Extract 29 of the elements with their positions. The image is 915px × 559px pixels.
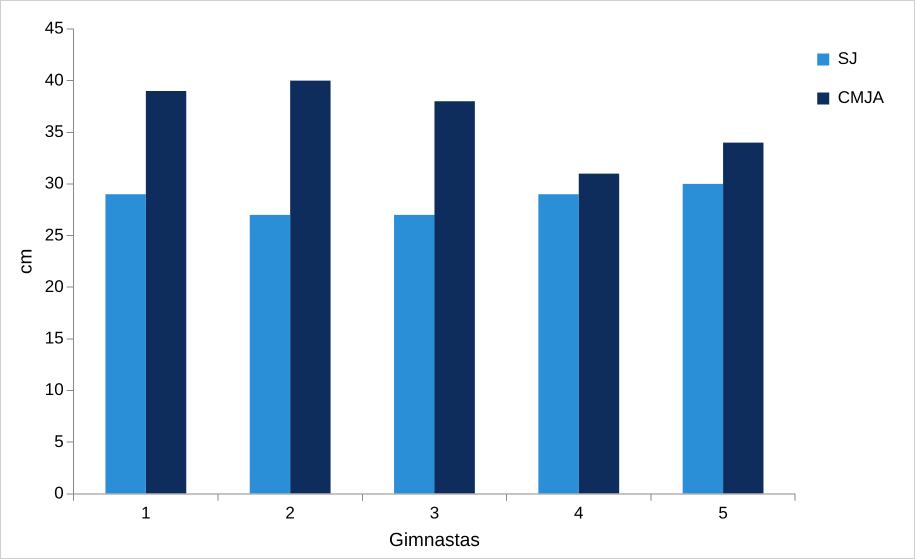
y-tick-label: 0 — [54, 483, 64, 502]
x-tick-label: 3 — [430, 504, 440, 523]
x-axis-title: Gimnastas — [389, 530, 480, 551]
x-tick-label: 4 — [574, 504, 584, 523]
bar — [394, 214, 434, 494]
y-axis-title: cm — [16, 248, 37, 274]
bar — [146, 90, 186, 494]
y-tick-label: 30 — [44, 174, 64, 193]
y-tick-label: 20 — [44, 276, 64, 296]
legend-label: SJ — [838, 49, 858, 68]
x-tick-label: 1 — [141, 504, 151, 523]
bar — [578, 174, 620, 494]
bar — [105, 194, 146, 494]
y-tick-label: 35 — [44, 122, 64, 141]
y-tick-label: 15 — [44, 328, 64, 348]
bar — [434, 101, 475, 494]
y-tick-label: 40 — [44, 70, 64, 90]
bar — [538, 194, 579, 494]
bar — [290, 80, 331, 494]
x-tick-label: 5 — [718, 504, 728, 523]
legend-label: CMJA — [838, 88, 885, 108]
y-tick-label: 10 — [44, 380, 64, 400]
y-tick-label: 5 — [54, 432, 64, 451]
y-tick-label: 25 — [44, 225, 64, 244]
bar — [250, 214, 290, 494]
bar — [682, 184, 724, 494]
y-tick-label: 45 — [44, 18, 64, 38]
x-tick-label: 2 — [285, 504, 295, 523]
bar — [723, 142, 764, 494]
